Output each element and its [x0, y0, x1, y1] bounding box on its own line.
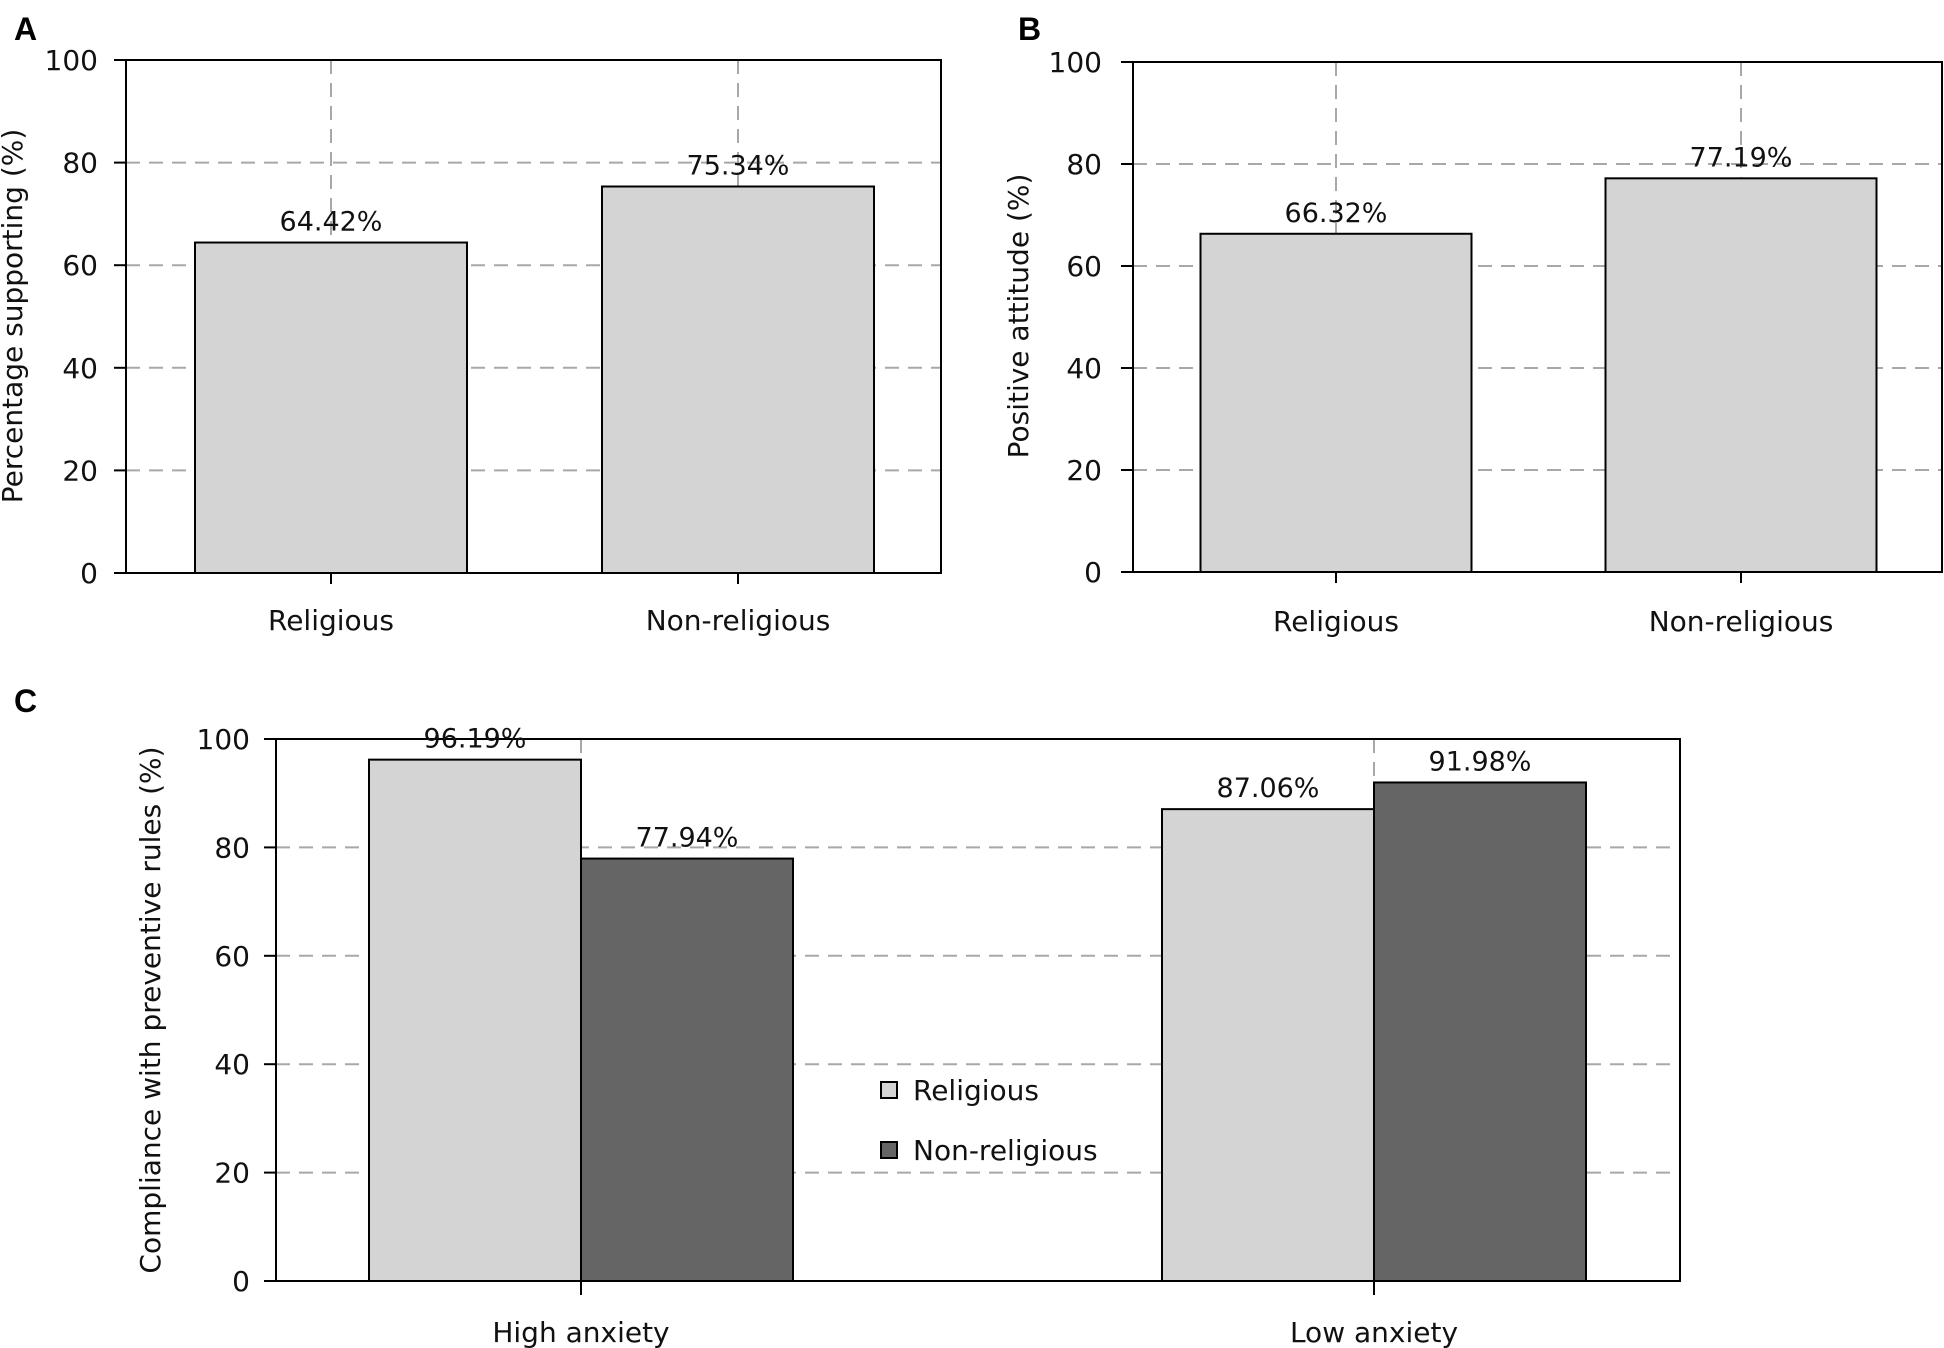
y-tick-label: 80: [62, 147, 98, 180]
panel-c: C 96.19% 77.94% 87.06% 91.98% 0 20 40 60 80 100 Hi…: [14, 683, 1681, 1348]
bar-non-religious: [601, 185, 875, 574]
y-tick-label: 0: [1084, 556, 1102, 589]
y-tick-label: 80: [1066, 148, 1102, 181]
bar-religious: [194, 241, 468, 575]
data-label: 64.42%: [280, 207, 383, 238]
panel-letter-b: B: [1018, 11, 1041, 47]
bar-religious: [1199, 232, 1473, 573]
legend-swatch-religious: [880, 1081, 898, 1099]
plot-frame: [1132, 61, 1943, 573]
y-tick-label: 40: [62, 352, 98, 385]
plot-frame: [125, 59, 942, 574]
data-label: 96.19%: [424, 724, 527, 755]
y-tick-label: 80: [214, 831, 250, 864]
data-label: 77.94%: [636, 823, 739, 854]
data-label: 66.32%: [1285, 198, 1388, 229]
y-tick-label: 0: [80, 557, 98, 590]
y-tick-label: 100: [45, 44, 98, 77]
y-tick-label: 60: [1066, 250, 1102, 283]
data-label: 87.06%: [1217, 773, 1320, 804]
x-category-label: Religious: [268, 604, 394, 637]
y-tick-label: 100: [1049, 46, 1102, 79]
bar-high-anxiety-religious: [368, 758, 582, 1282]
panel-a-labels: 64.42% 75.34% 0 20 40 60 80 100 Religious Non-rel…: [45, 44, 831, 637]
y-tick-label: 60: [62, 249, 98, 282]
panel-letter-a: A: [14, 11, 37, 47]
panel-b-labels: 66.32% 77.19% 0 20 40 60 80 100 Religious Non-rel…: [1049, 46, 1834, 638]
panel-b-axes: [1121, 61, 1943, 583]
bar-low-anxiety-religious: [1161, 808, 1375, 1283]
bar-high-anxiety-non-religious: [580, 857, 794, 1282]
panel-c-legend: Religious Non-religious: [880, 1074, 1098, 1167]
legend-swatch-non-religious: [880, 1141, 898, 1159]
panel-b: B 66.32% 77.19% 0 20 40 60 80 100 Religious Non-r…: [1002, 11, 1943, 638]
panel-b-y-axis-title: Positive attitude (%): [1002, 174, 1035, 459]
panel-a-axes: [114, 59, 942, 584]
panel-a-bars: [194, 185, 875, 575]
y-tick-label: 20: [214, 1157, 250, 1190]
y-tick-label: 60: [214, 940, 250, 973]
y-tick-label: 20: [1066, 454, 1102, 487]
y-tick-label: 0: [232, 1265, 250, 1298]
panel-letter-c: C: [14, 683, 37, 719]
y-tick-label: 100: [197, 723, 250, 756]
legend-label-non-religious: Non-religious: [913, 1134, 1098, 1167]
bar-non-religious: [1604, 177, 1878, 573]
bar-low-anxiety-non-religious: [1373, 781, 1587, 1282]
panel-c-axes: [264, 738, 1681, 1295]
data-label: 75.34%: [687, 151, 790, 182]
x-category-label: High anxiety: [492, 1316, 669, 1348]
panel-c-labels: 96.19% 77.94% 87.06% 91.98% 0 20 40 60 80 100 High…: [197, 723, 1532, 1348]
panel-a: A 64.42% 75.34% 0 20 40 60 80 100 Religious Non-r…: [0, 11, 942, 637]
y-tick-label: 40: [214, 1048, 250, 1081]
data-label: 77.19%: [1690, 142, 1793, 173]
plot-frame: [275, 738, 1681, 1282]
data-label: 91.98%: [1429, 746, 1532, 777]
panel-c-bars: [368, 758, 1587, 1283]
x-category-label: Religious: [1273, 605, 1399, 638]
legend-item-non-religious: Non-religious: [880, 1134, 1098, 1167]
panel-c-y-axis-title: Compliance with preventive rules (%): [134, 746, 167, 1273]
x-category-label: Low anxiety: [1290, 1316, 1458, 1348]
x-category-label: Non-religious: [1649, 605, 1834, 638]
y-tick-label: 20: [62, 454, 98, 487]
panel-a-y-axis-title: Percentage supporting (%): [0, 129, 29, 504]
panel-b-bars: [1199, 177, 1878, 573]
legend-item-religious: Religious: [880, 1074, 1039, 1107]
legend-label-religious: Religious: [913, 1074, 1039, 1107]
y-tick-label: 40: [1066, 352, 1102, 385]
x-category-label: Non-religious: [646, 604, 831, 637]
